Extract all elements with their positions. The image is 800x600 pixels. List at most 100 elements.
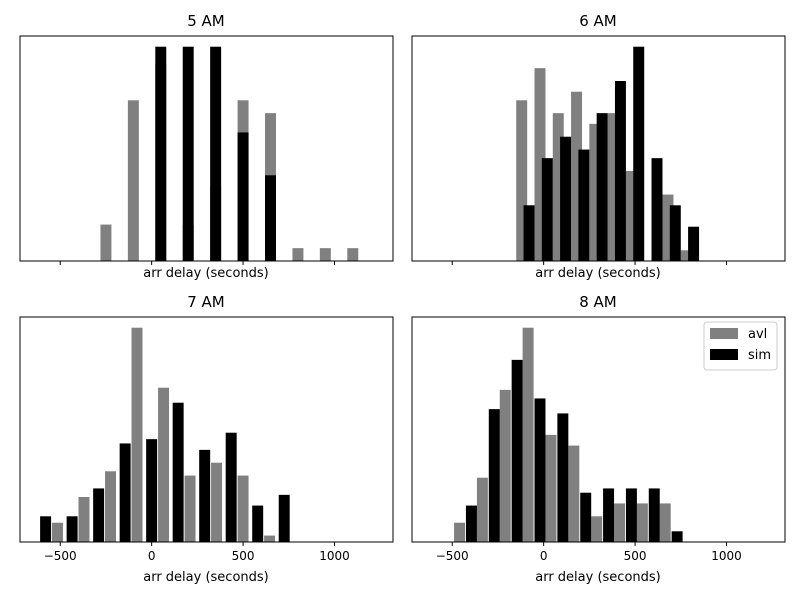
bar-sim [66,516,78,542]
bar-sim [182,46,194,262]
bar-avl [78,497,90,542]
axes-frame [19,35,394,262]
x-axis-ticks: −500 0 500 1000 [436,542,742,563]
bar-avl [516,100,528,261]
bar-sim [648,488,660,542]
bar-sim [172,402,184,542]
bar-sim [596,113,608,261]
subplot-5am: 5 AM arr delay (seconds) [19,12,394,281]
bars-layer [40,327,290,542]
x-tick-label: −500 [436,549,469,563]
bar-sim [557,413,569,542]
bar-sim [625,488,637,542]
axes-frame [19,316,394,543]
subplot-8am: 8 AM −500 0 500 1000 arr delay (seconds) av… [411,293,786,585]
bars-layer [100,46,359,262]
bar-avl [499,389,511,542]
legend-swatch-avl [710,328,738,339]
bar-sim [688,226,700,261]
subplot-title: 5 AM [187,12,225,30]
bar-avl [636,503,648,542]
x-tick-label: 500 [232,549,255,563]
bar-avl [591,516,603,542]
bar-sim [614,81,626,261]
bar-avl [264,535,276,542]
bar-sim [603,488,615,542]
bar-avl [607,113,619,261]
bar-sim [465,505,477,542]
bar-sim [523,205,535,261]
bar-avl [211,462,223,542]
bar-avl [659,503,671,542]
subplot-title: 7 AM [187,293,225,311]
bar-sim [210,46,222,262]
legend: avl sim [703,321,778,371]
bar-sim [265,175,276,261]
bar-sim [146,439,158,542]
bar-sim [578,149,590,261]
bar-sim [541,158,553,261]
bar-sim [511,359,523,542]
bar-sim [671,531,683,542]
bar-avl [662,194,674,261]
x-tick-label: 0 [540,549,548,563]
axes-frame [411,35,786,262]
axes-frame [411,316,786,543]
bar-sim [278,494,290,542]
subplot-title: 6 AM [579,12,617,30]
subplot-7am: 7 AM −500 0 500 1000 arr delay (seconds) [19,293,394,585]
bar-avl [476,477,488,542]
x-tick-label: 1000 [319,549,350,563]
bar-avl [52,522,63,542]
x-axis-label: arr delay (seconds) [143,266,269,281]
bar-avl [545,434,557,542]
bar-avl [105,471,116,542]
bar-avl [237,475,249,542]
bar-sim [199,449,211,542]
subplot-6am: 6 AM arr delay (seconds) [411,12,786,281]
bar-sim [40,516,52,542]
bar-sim [580,492,592,542]
x-tick-label: 1000 [711,549,742,563]
bar-avl [568,445,580,542]
bar-avl [680,250,692,261]
bar-avl [571,91,583,262]
subplot-title: 8 AM [579,293,617,311]
x-tick-label: −500 [44,549,77,563]
x-axis-ticks [451,261,727,265]
bar-sim [252,505,264,542]
bar-avl [347,248,359,261]
bar-avl [454,522,466,542]
x-axis-ticks [59,261,335,265]
bar-avl [292,248,304,261]
bar-avl [534,68,546,261]
x-axis-label: arr delay (seconds) [143,570,269,585]
bar-avl [522,327,534,542]
legend-label-sim: sim [748,348,771,363]
legend-label-avl: avl [748,327,767,342]
bars-layer [454,327,683,542]
bar-sim [488,409,500,542]
bar-sim [669,205,681,261]
bar-sim [651,158,663,261]
bar-avl [589,123,601,261]
x-tick-label: 0 [148,549,156,563]
bar-avl [319,248,331,261]
x-tick-label: 500 [624,549,647,563]
bar-sim [93,488,105,542]
bar-avl [625,171,637,261]
legend-swatch-sim [710,349,738,360]
bar-sim [633,46,645,262]
bar-avl [127,100,139,261]
bar-avl [184,475,196,542]
bars-layer [516,46,700,262]
bar-sim [560,136,572,261]
bar-avl [614,503,626,542]
bar-avl [158,387,170,542]
bar-sim [155,46,167,262]
x-axis-label: arr delay (seconds) [535,570,661,585]
bar-avl [131,327,143,542]
bar-avl [552,113,564,261]
bar-avl [100,224,112,261]
